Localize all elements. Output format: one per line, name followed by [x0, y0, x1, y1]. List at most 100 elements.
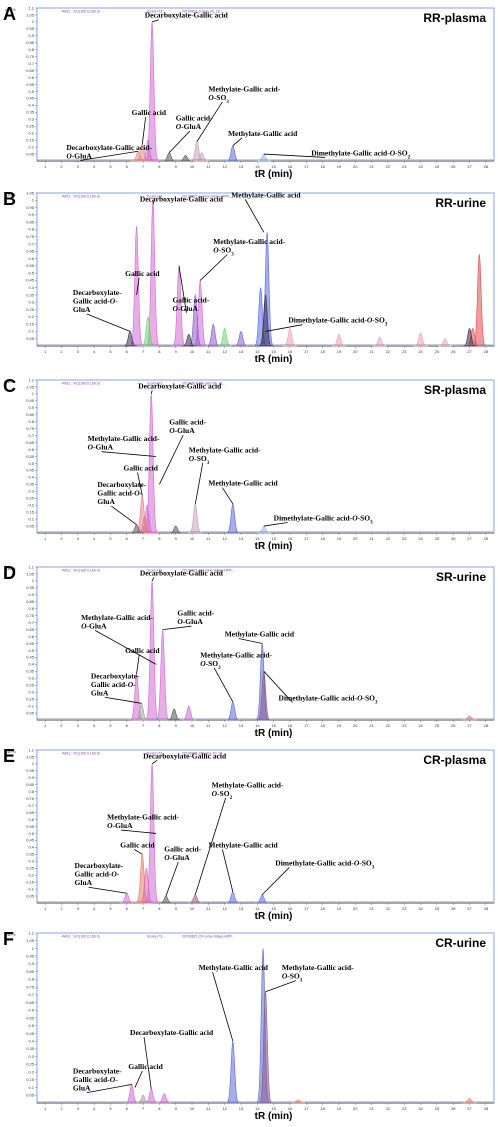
peak-series-2	[258, 991, 273, 1104]
x-tick-label: 17	[304, 536, 309, 541]
peak-annotation: Gallic acid-	[164, 845, 201, 854]
annotation-leader	[80, 150, 139, 161]
x-tick-label: 22	[386, 536, 391, 541]
x-tick-label: 9	[175, 164, 178, 169]
y-tick-label: 0.45	[26, 278, 35, 283]
peak-series-1	[144, 21, 160, 162]
y-tick-label: 0.15	[26, 321, 35, 326]
x-tick-label: 27	[467, 1106, 472, 1111]
y-tick-label: 0.7	[28, 61, 34, 66]
x-tick-label: 7	[142, 723, 145, 728]
x-tick-label: 4	[93, 349, 96, 354]
x-tick-label: 2	[60, 536, 63, 541]
x-tick-label: 8	[158, 164, 161, 169]
x-tick-label: 9	[175, 349, 178, 354]
header-text: Scan(+73...	[147, 382, 165, 386]
annotation-leader	[168, 130, 191, 153]
panel-title: CR-urine	[435, 936, 486, 950]
x-tick-label: 10	[190, 349, 195, 354]
y-tick-label: 0.6	[28, 447, 34, 452]
x-tick-label: 16	[288, 349, 293, 354]
y-tick-label: 0.65	[26, 249, 35, 254]
panel-title: CR-plasma	[423, 753, 486, 767]
x-tick-label: 2	[60, 723, 63, 728]
x-tick-label: 15	[271, 349, 276, 354]
y-tick-label: 0.1	[28, 516, 34, 521]
annotation-leader	[212, 971, 234, 1042]
annotation-leader	[194, 462, 204, 504]
x-tick-label: 8	[158, 906, 161, 911]
y-tick-label: 0.15	[26, 696, 35, 701]
y-tick-label: 0.45	[26, 96, 35, 101]
x-tick-label: 2	[60, 1106, 63, 1111]
peak-series-2	[134, 702, 149, 721]
x-tick-label: 8	[158, 723, 161, 728]
x-axis-title: tR (min)	[255, 911, 293, 922]
peak-annotation: O-GluA	[176, 122, 202, 131]
x-tick-label: 1	[44, 906, 47, 911]
header-text: 20190821-rr-plas-20_18...	[182, 10, 222, 14]
annotation-leader	[152, 200, 155, 204]
x-tick-label: 4	[93, 164, 96, 169]
y-tick-label: 0.85	[26, 219, 35, 224]
peak-annotation: Dimethylate-Gallic acid-O-SO3	[288, 316, 387, 328]
x-tick-label: 26	[451, 536, 456, 541]
y-tick-label: 0.8	[28, 227, 34, 232]
peak-annotation: Methylate-Gallic acid	[199, 963, 269, 972]
annotation-leader	[213, 667, 234, 703]
y-tick-label: 0.3	[28, 1054, 34, 1059]
annotation-leader	[134, 1070, 143, 1088]
y-tick-label: 0.65	[26, 1000, 35, 1005]
peak-annotation: Dimethylate-Gallic acid-O-SO3	[275, 858, 374, 870]
x-tick-label: 24	[418, 906, 423, 911]
y-tick-label: 0.1	[28, 1085, 34, 1090]
y-tick-label: 0.7	[28, 620, 34, 625]
x-tick-label: 17	[304, 1106, 309, 1111]
x-tick-label: 25	[435, 1106, 440, 1111]
y-tick-label: 0.75	[26, 613, 35, 618]
annotation-leader	[151, 19, 159, 23]
peak-annotation: Methylate-Gallic acid-	[282, 963, 354, 972]
peak-annotation: Gallic acid-O-	[97, 489, 142, 498]
x-tick-label: 21	[369, 906, 374, 911]
x-tick-label: 11	[206, 906, 211, 911]
annotation-leader	[232, 137, 243, 147]
x-tick-label: 2	[60, 349, 63, 354]
x-tick-label: 12	[222, 1106, 227, 1111]
y-tick-label: 0.35	[26, 292, 35, 297]
header-text: +MS1 : XIC(169.0,169.0)	[61, 569, 100, 573]
x-tick-label: 20	[353, 164, 358, 169]
x-tick-label: 12	[222, 536, 227, 541]
baseline-trace	[36, 159, 493, 160]
y-tick-label: 0.35	[26, 482, 35, 487]
peak-series-5	[462, 715, 477, 721]
x-axis-title: tR (min)	[255, 728, 293, 739]
annotation-leader	[150, 390, 153, 395]
y-tick-label: 0.5	[28, 461, 34, 466]
x-tick-label: 13	[239, 1106, 244, 1111]
peak-series-6	[162, 152, 177, 162]
y-tick-label: 0.25	[26, 866, 35, 871]
y-tick-label: 0.75	[26, 54, 35, 59]
y-tick-label: 0.35	[26, 1046, 35, 1051]
peak-annotation: Decarboxylate-Gallic acid	[130, 1028, 214, 1037]
peak-series-1	[181, 705, 196, 721]
y-tick-label: 0.6	[28, 75, 34, 80]
annotation-leader	[141, 117, 147, 145]
x-tick-label: 15	[271, 723, 276, 728]
panel-letter: C	[3, 376, 16, 396]
peak-annotation: Decarboxylate-Gallic acid	[140, 568, 224, 577]
x-tick-label: 25	[435, 349, 440, 354]
peak-annotation: Decarboxylate-	[75, 861, 124, 870]
peak-annotation: O-GluA	[107, 821, 133, 830]
y-tick-label: 0.7	[28, 433, 34, 438]
x-tick-label: 5	[109, 536, 112, 541]
x-tick-label: 14	[255, 723, 260, 728]
peak-series-1	[129, 226, 144, 347]
plot-frame	[36, 379, 495, 534]
panel-letter: E	[3, 746, 15, 766]
y-tick-label: 0.95	[26, 585, 35, 590]
x-tick-label: 26	[451, 349, 456, 354]
y-tick-label: 1	[32, 198, 35, 203]
